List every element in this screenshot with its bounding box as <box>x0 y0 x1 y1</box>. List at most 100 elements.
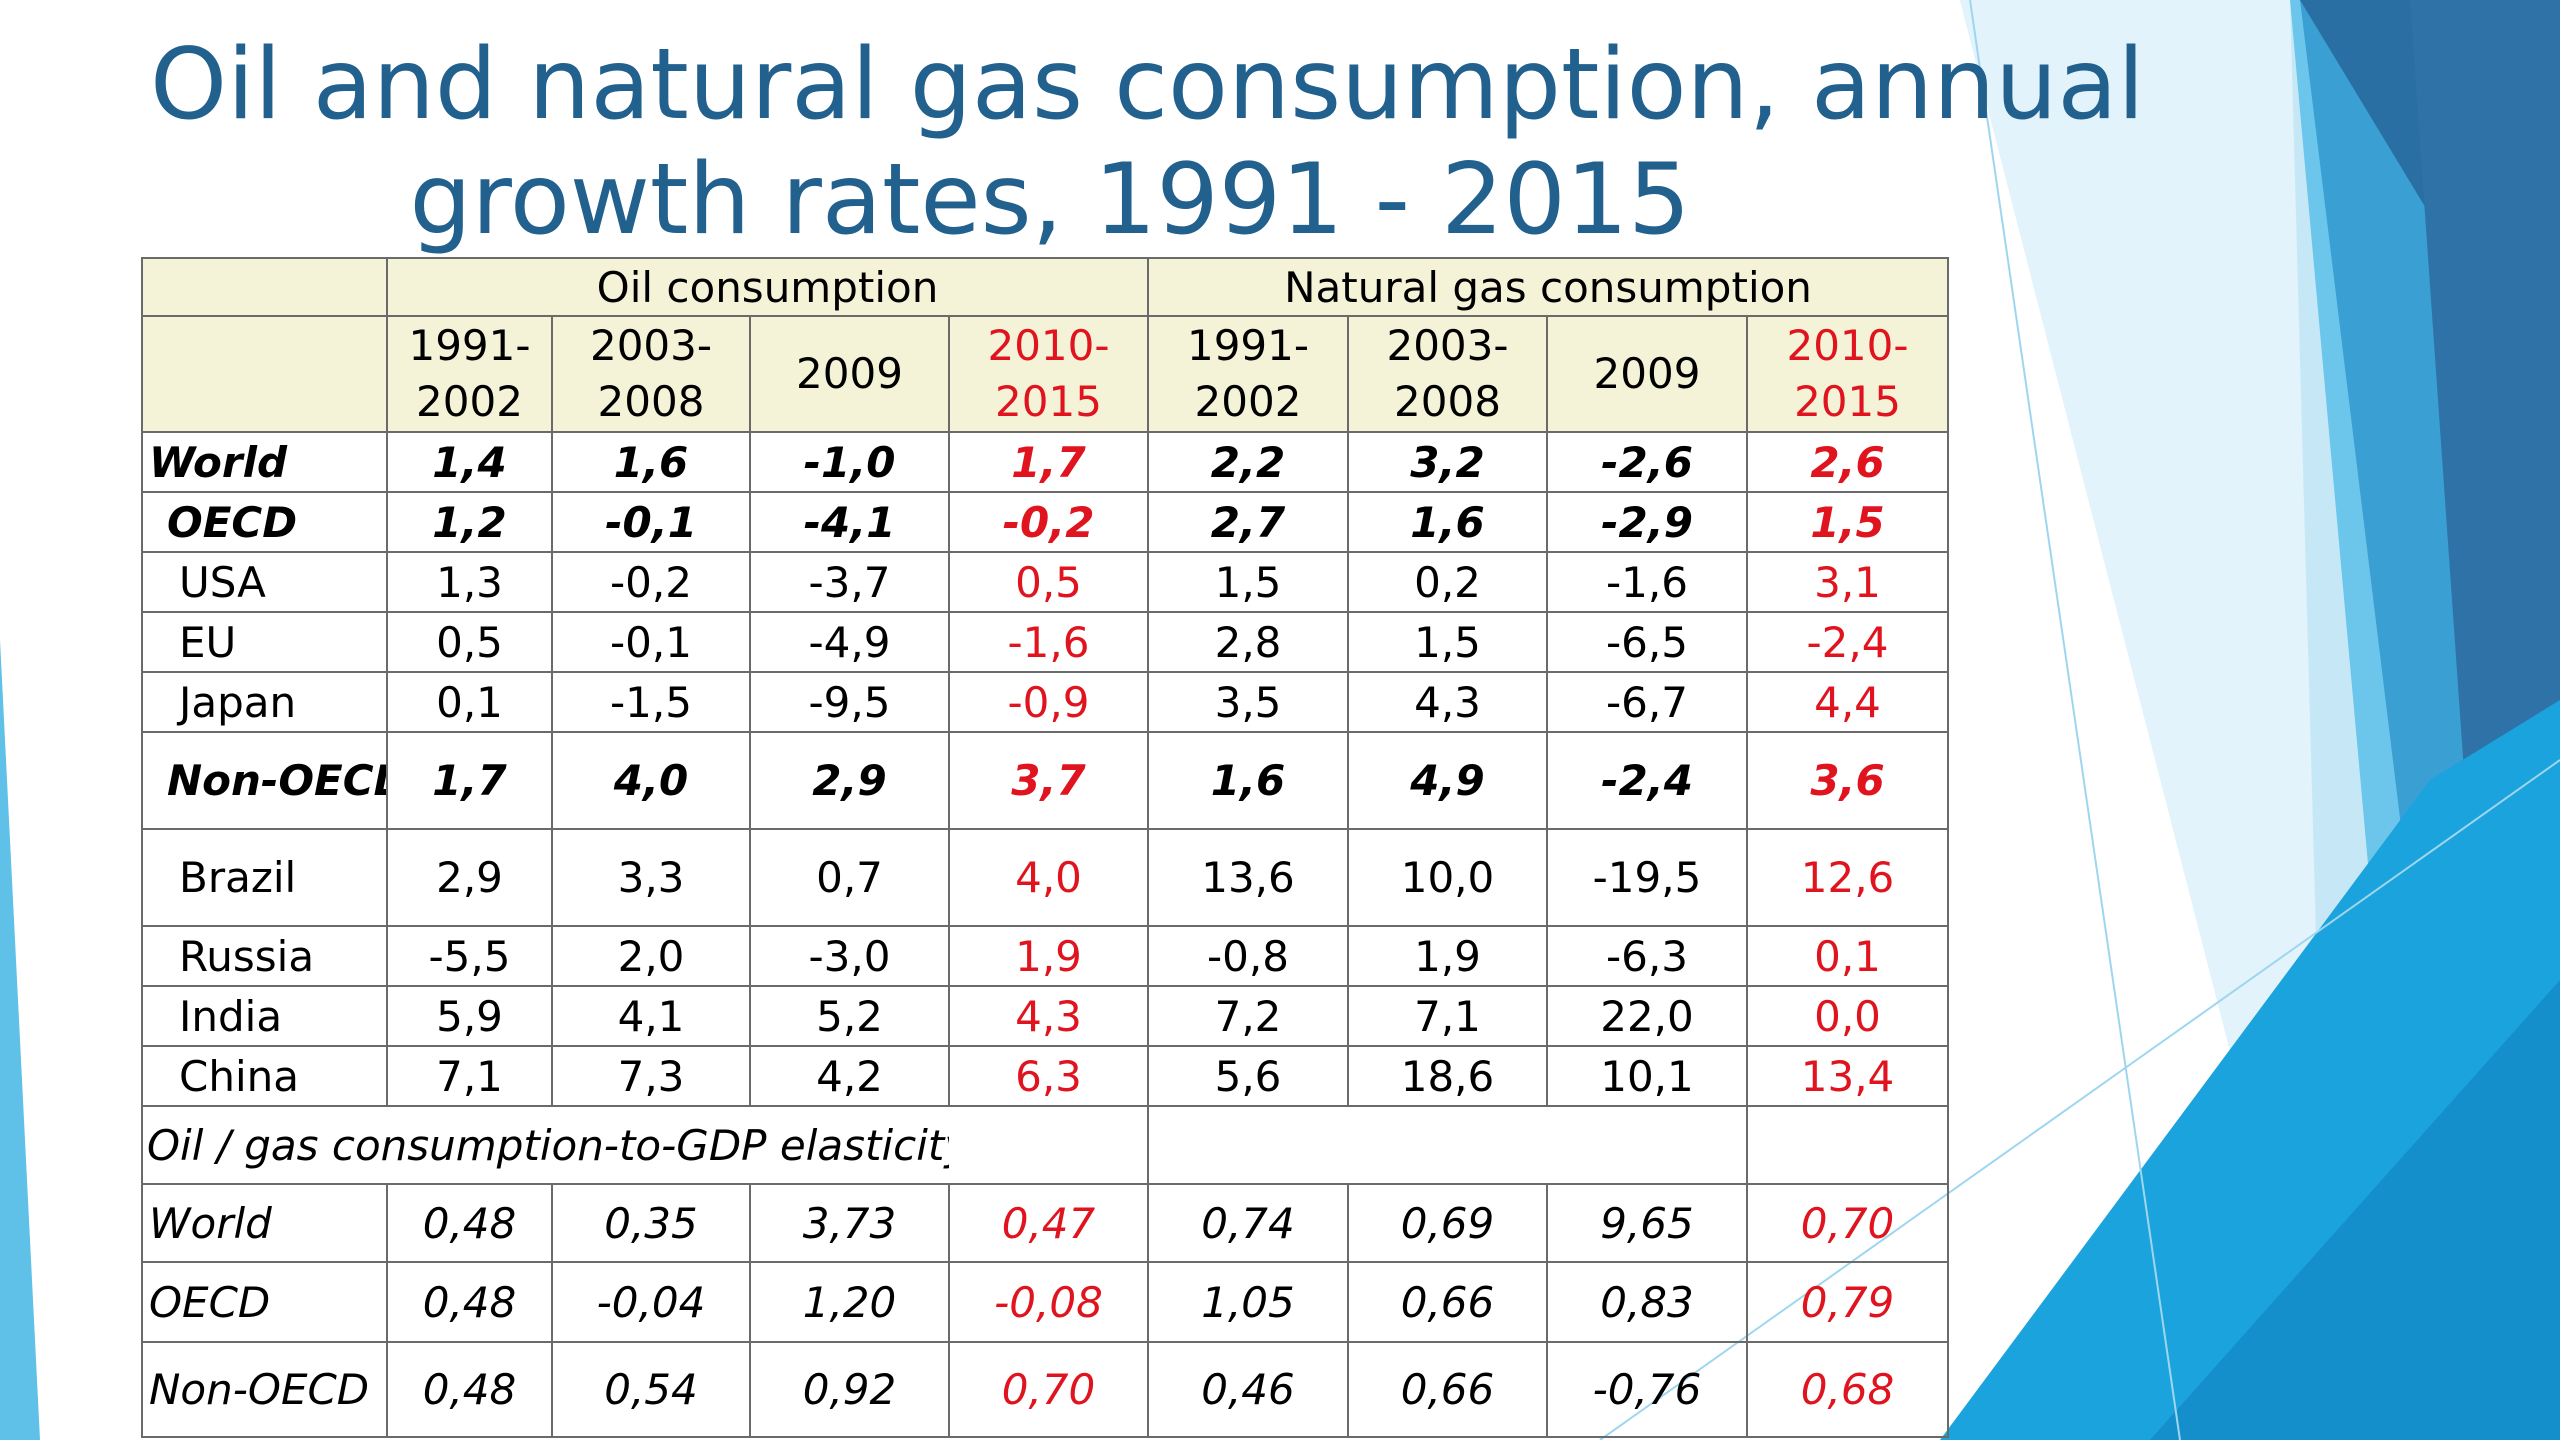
slide-title: Oil and natural gas consumption, annual … <box>150 28 2145 258</box>
blank-cell <box>949 1105 1149 1185</box>
row-label: India <box>141 985 388 1047</box>
row-label: Non-OECD <box>141 731 388 830</box>
value-cell: 1,6 <box>1147 731 1349 830</box>
value-cell: 2,2 <box>1147 431 1349 493</box>
row-label: Russia <box>141 925 388 987</box>
value-cell: -2,9 <box>1546 491 1748 553</box>
value-cell: 4,1 <box>551 985 751 1047</box>
value-cell: 1,9 <box>948 925 1149 987</box>
period-header: 2010- 2015 <box>1745 315 1950 433</box>
value-cell: 3,1 <box>1745 551 1950 613</box>
value-cell: 0,74 <box>1147 1183 1349 1263</box>
value-cell: 3,6 <box>1745 731 1950 830</box>
value-cell: 4,0 <box>551 731 751 830</box>
gas-group-header: Natural gas consumption <box>1146 257 1950 317</box>
value-cell: 0,69 <box>1347 1183 1548 1263</box>
period-header: 2009 <box>749 315 950 433</box>
value-cell: -0,2 <box>948 491 1149 553</box>
row-label: World <box>141 431 388 493</box>
value-cell: 0,70 <box>948 1341 1149 1438</box>
value-cell: 3,7 <box>948 731 1149 830</box>
value-cell: -4,1 <box>749 491 950 553</box>
period-header: 1991- 2002 <box>386 315 553 433</box>
value-cell: 13,6 <box>1147 828 1349 927</box>
value-cell: 3,3 <box>551 828 751 927</box>
value-cell: 0,46 <box>1147 1341 1349 1438</box>
value-cell: 1,5 <box>1745 491 1950 553</box>
elasticity-row: World 0,48 0,35 3,73 0,47 0,74 0,69 9,65 0,70 <box>141 1183 1950 1263</box>
value-cell: 7,3 <box>551 1045 751 1107</box>
value-cell: 1,05 <box>1147 1261 1349 1343</box>
value-cell: 0,5 <box>948 551 1149 613</box>
value-cell: 0,1 <box>1745 925 1950 987</box>
value-cell: -2,4 <box>1546 731 1748 830</box>
value-cell: -1,0 <box>749 431 950 493</box>
row-label: China <box>141 1045 388 1107</box>
period-header: 2003- 2008 <box>1347 315 1548 433</box>
value-cell: -19,5 <box>1546 828 1748 927</box>
value-cell: 10,1 <box>1546 1045 1748 1107</box>
value-cell: 4,3 <box>1347 671 1548 733</box>
value-cell: 0,79 <box>1745 1261 1950 1343</box>
growth-row: India 5,9 4,1 5,2 4,3 7,2 7,1 22,0 0,0 <box>141 985 1950 1047</box>
value-cell: -0,1 <box>551 611 751 673</box>
value-cell: 0,66 <box>1347 1341 1548 1438</box>
value-cell: -6,5 <box>1546 611 1748 673</box>
period-header: 2010- 2015 <box>948 315 1149 433</box>
elasticity-row: Non-OECD 0,48 0,54 0,92 0,70 0,46 0,66 -0,76 0,6… <box>141 1341 1950 1438</box>
value-cell: 0,54 <box>551 1341 751 1438</box>
value-cell: 1,6 <box>1347 491 1548 553</box>
value-cell: 4,2 <box>749 1045 950 1107</box>
period-header: 1991- 2002 <box>1147 315 1349 433</box>
value-cell: -4,9 <box>749 611 950 673</box>
period-header: 2009 <box>1546 315 1748 433</box>
value-cell: 0,1 <box>386 671 553 733</box>
value-cell: 0,48 <box>386 1341 553 1438</box>
period-header: 2003- 2008 <box>551 315 751 433</box>
value-cell: 1,6 <box>551 431 751 493</box>
value-cell: 1,7 <box>948 431 1149 493</box>
growth-row: China 7,1 7,3 4,2 6,3 5,6 18,6 10,1 13,4 <box>141 1045 1950 1107</box>
value-cell: -9,5 <box>749 671 950 733</box>
value-cell: 0,70 <box>1745 1183 1950 1263</box>
row-label: Brazil <box>141 828 388 927</box>
value-cell: 3,5 <box>1147 671 1349 733</box>
value-cell: 2,9 <box>749 731 950 830</box>
value-cell: 0,7 <box>749 828 950 927</box>
value-cell: 10,0 <box>1347 828 1548 927</box>
value-cell: 0,2 <box>1347 551 1548 613</box>
value-cell: -1,5 <box>551 671 751 733</box>
value-cell: 2,7 <box>1147 491 1349 553</box>
value-cell: 18,6 <box>1347 1045 1548 1107</box>
group-header-row: Oil consumption Natural gas consumption <box>141 257 1950 317</box>
growth-row: Russia -5,5 2,0 -3,0 1,9 -0,8 1,9 -6,3 0,1 <box>141 925 1950 987</box>
value-cell: 6,3 <box>948 1045 1149 1107</box>
decor-line-1 <box>1969 0 2181 1440</box>
value-cell: 1,5 <box>1347 611 1548 673</box>
consumption-table: Oil consumption Natural gas consumption … <box>141 257 1950 1438</box>
value-cell: 2,8 <box>1147 611 1349 673</box>
value-cell: 0,48 <box>386 1261 553 1343</box>
title-line-1: Oil and natural gas consumption, annual <box>150 28 2145 142</box>
growth-row: Brazil 2,9 3,3 0,7 4,0 13,6 10,0 -19,5 12,6 <box>141 828 1950 927</box>
value-cell: -1,6 <box>1546 551 1748 613</box>
growth-row: USA 1,3 -0,2 -3,7 0,5 1,5 0,2 -1,6 3,1 <box>141 551 1950 613</box>
value-cell: 3,2 <box>1347 431 1548 493</box>
value-cell: 7,2 <box>1147 985 1349 1047</box>
value-cell: 1,5 <box>1147 551 1349 613</box>
elasticity-rows: World 0,48 0,35 3,73 0,47 0,74 0,69 9,65 0,70 OEC… <box>141 1183 1950 1438</box>
title-line-2: growth rates, 1991 - 2015 <box>409 143 1691 257</box>
value-cell: 0,47 <box>948 1183 1149 1263</box>
growth-row: Non-OECD 1,7 4,0 2,9 3,7 1,6 4,9 -2,4 3,6 <box>141 731 1950 830</box>
value-cell: -1,6 <box>948 611 1149 673</box>
value-cell: 0,83 <box>1546 1261 1748 1343</box>
value-cell: 1,9 <box>1347 925 1548 987</box>
value-cell: 1,20 <box>749 1261 950 1343</box>
growth-rows: World 1,4 1,6 -1,0 1,7 2,2 3,2 -2,6 2,6 OECD 1,2 -0… <box>141 431 1950 1107</box>
value-cell: -0,08 <box>948 1261 1149 1343</box>
row-label: USA <box>141 551 388 613</box>
value-cell: 12,6 <box>1745 828 1950 927</box>
value-cell: 2,0 <box>551 925 751 987</box>
value-cell: 7,1 <box>1347 985 1548 1047</box>
